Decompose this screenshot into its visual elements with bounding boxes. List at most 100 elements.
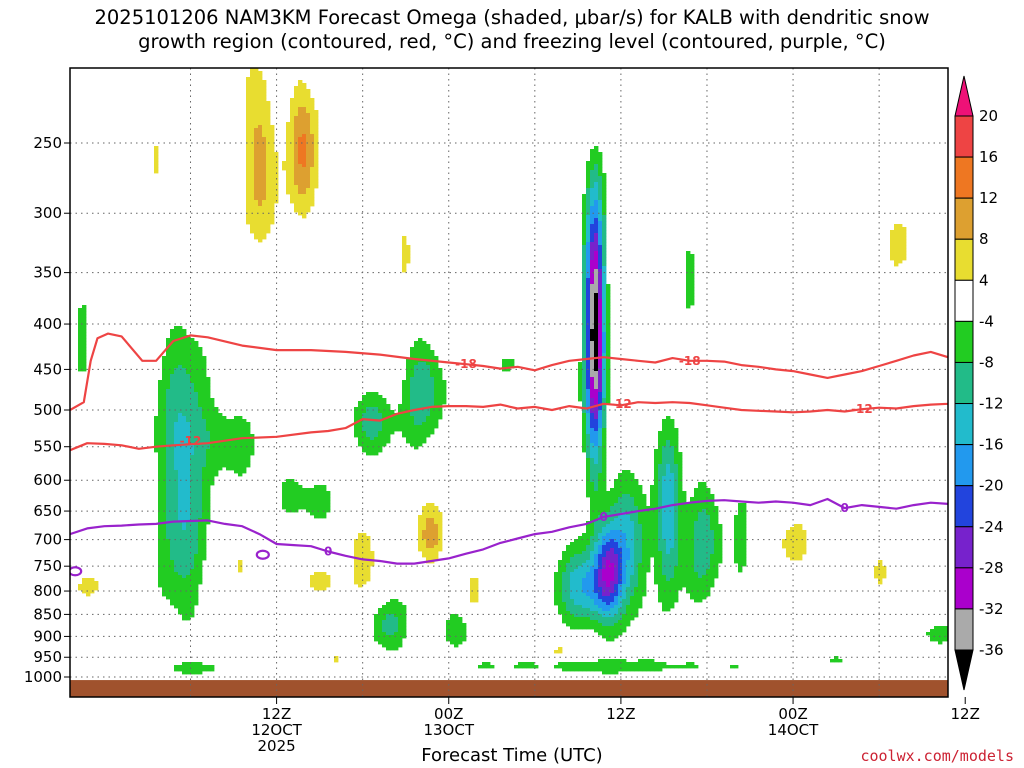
omega-cell [250,149,255,153]
omega-cell [254,101,259,105]
omega-cell [186,581,191,585]
omega-cell [786,533,791,537]
omega-cell [442,395,447,399]
omega-cell [250,230,255,234]
omega-cell [638,488,643,492]
omega-cell [290,128,295,132]
omega-cell [210,464,215,468]
omega-cell [182,533,187,537]
omega-cell [174,401,179,405]
omega-cell [430,350,435,354]
omega-cell [586,254,591,258]
omega-cell [606,299,611,303]
omega-cell [230,422,235,426]
omega-cell [250,200,255,204]
omega-cell [422,365,427,369]
omega-cell [158,398,163,402]
omega-cell [582,248,587,252]
omega-cell [218,443,223,447]
omega-cell [658,431,663,435]
omega-cell [582,419,587,423]
omega-cell [198,527,203,531]
omega-cell [434,536,439,540]
omega-shading [70,68,948,697]
omega-cell [250,446,255,450]
omega-cell [310,98,315,102]
omega-cell [202,497,207,501]
omega-cell [690,551,695,555]
omega-cell [306,200,311,204]
omega-cell [186,530,191,534]
omega-cell [366,431,371,435]
omega-cell [198,485,203,489]
omega-cell [646,518,651,522]
omega-cell [438,386,443,390]
omega-cell [162,548,167,552]
omega-cell [190,398,195,402]
omega-cell [82,365,87,369]
omega-cell [322,575,327,579]
omega-cell [666,416,671,420]
omega-cell [178,578,183,582]
omega-cell [366,539,371,543]
omega-cell [674,521,679,525]
omega-cell [590,470,595,474]
omega-cell [646,554,651,558]
omega-cell [682,566,687,570]
omega-cell [202,479,207,483]
omega-cell [698,497,703,501]
omega-cell [206,497,211,501]
omega-cell [178,506,183,510]
omega-cell [706,494,711,498]
omega-cell [578,551,583,555]
omega-cell [386,422,391,426]
omega-cell [610,557,615,561]
omega-cell [594,479,599,483]
omega-cell [590,248,595,252]
omega-cell [606,398,611,402]
omega-cell [658,452,663,456]
omega-cell [698,503,703,507]
omega-cell [166,410,171,414]
omega-cell [326,584,331,588]
omega-cell [582,347,587,351]
omega-cell [362,404,367,408]
omega-cell [638,542,643,546]
omega-cell [614,482,619,486]
omega-cell [298,119,303,123]
omega-cell [582,413,587,417]
omega-cell [634,557,639,561]
omega-cell [590,425,595,429]
omega-cell [874,566,879,570]
omega-cell [602,443,607,447]
omega-cell [302,101,307,105]
omega-cell [182,344,187,348]
omega-cell [602,347,607,351]
omega-cell [674,512,679,516]
omega-cell [166,458,171,462]
omega-cell [674,428,679,432]
omega-cell [634,581,639,585]
omega-cell [698,545,703,549]
omega-cell [250,167,255,171]
omega-cell [362,560,367,564]
omega-cell [286,503,291,507]
omega-cell [690,524,695,528]
omega-cell [306,113,311,117]
omega-cell [302,134,307,138]
omega-cell [250,113,255,117]
omega-cell [174,509,179,513]
omega-cell [662,494,667,498]
omega-cell [306,161,311,165]
omega-cell [582,236,587,240]
omega-cell [162,419,167,423]
omega-cell [594,365,599,369]
omega-cell [610,539,615,543]
omega-cell [598,428,603,432]
omega-cell [642,506,647,510]
omega-cell [590,191,595,195]
omega-cell [326,575,331,579]
omega-cell [182,407,187,411]
omega-cell [590,407,595,411]
omega-cell [686,281,691,285]
